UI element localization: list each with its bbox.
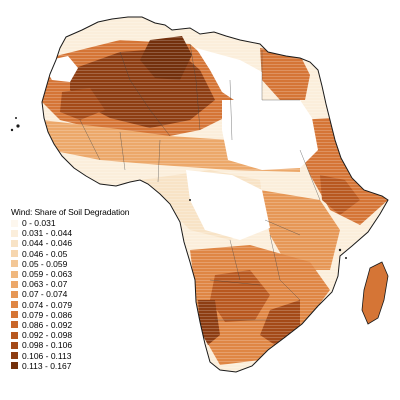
legend-swatch [11, 219, 18, 227]
legend-swatch [11, 341, 18, 349]
legend-entry: 0.113 - 0.167 [11, 361, 161, 371]
legend-entry: 0.05 - 0.059 [11, 259, 161, 269]
no-data-sudan [222, 100, 318, 170]
legend-label: 0.07 - 0.074 [22, 289, 68, 300]
country-borders [79, 43, 321, 321]
legend-swatch [11, 250, 18, 258]
no-data-libya [196, 48, 262, 104]
legend-swatch [11, 352, 18, 360]
legend-title: Wind: Share of Soil Degradation [11, 207, 130, 217]
legend-swatch [11, 290, 18, 298]
legend-swatch [11, 260, 18, 268]
legend-swatch [11, 321, 18, 329]
legend-swatch [11, 362, 18, 370]
legend-entry: 0.07 - 0.074 [11, 289, 161, 299]
islands [10, 117, 347, 259]
legend-entry: 0.079 - 0.086 [11, 310, 161, 320]
legend-entries: 0 - 0.031 0.031 - 0.044 0.044 - 0.046 0.046… [11, 218, 161, 371]
legend-label: 0.059 - 0.063 [22, 269, 73, 280]
legend-label: 0.098 - 0.106 [22, 340, 73, 351]
legend-label: 0 - 0.031 [22, 218, 56, 229]
legend-label: 0.063 - 0.07 [22, 279, 68, 290]
legend-swatch [11, 270, 18, 278]
legend-entry: 0.086 - 0.092 [11, 320, 161, 330]
legend-entry: 0.031 - 0.044 [11, 228, 161, 238]
legend-label: 0.074 - 0.079 [22, 299, 73, 310]
legend-label: 0.113 - 0.167 [22, 360, 72, 371]
legend-label: 0.044 - 0.046 [22, 238, 73, 249]
legend-entry: 0.063 - 0.07 [11, 279, 161, 289]
legend-entry: 0.044 - 0.046 [11, 238, 161, 248]
legend-label: 0.079 - 0.086 [22, 309, 73, 320]
legend-entry: 0 - 0.031 [11, 218, 161, 228]
map-legend: Wind: Share of Soil Degradation 0 - 0.03… [11, 207, 161, 371]
legend-label: 0.086 - 0.092 [22, 319, 73, 330]
legend-label: 0.106 - 0.113 [22, 350, 72, 361]
legend-entry: 0.092 - 0.098 [11, 330, 161, 340]
madagascar [361, 261, 389, 325]
legend-label: 0.046 - 0.05 [22, 248, 68, 259]
legend-swatch [11, 311, 18, 319]
legend-swatch [11, 239, 18, 247]
legend-label: 0.05 - 0.059 [22, 258, 68, 269]
legend-swatch [11, 331, 18, 339]
no-data-west [46, 56, 78, 82]
legend-swatch [11, 229, 18, 237]
legend-swatch [11, 280, 18, 288]
legend-label: 0.031 - 0.044 [22, 228, 73, 239]
legend-entry: 0.106 - 0.113 [11, 350, 161, 361]
legend-label: 0.092 - 0.098 [22, 330, 73, 341]
legend-swatch [11, 301, 18, 309]
no-data-congo [186, 170, 270, 240]
legend-entry: 0.046 - 0.05 [11, 249, 161, 259]
africa-coastline [41, 16, 389, 373]
legend-entry: 0.059 - 0.063 [11, 269, 161, 279]
legend-entry: 0.074 - 0.079 [11, 300, 161, 310]
legend-entry: 0.098 - 0.106 [11, 340, 161, 350]
